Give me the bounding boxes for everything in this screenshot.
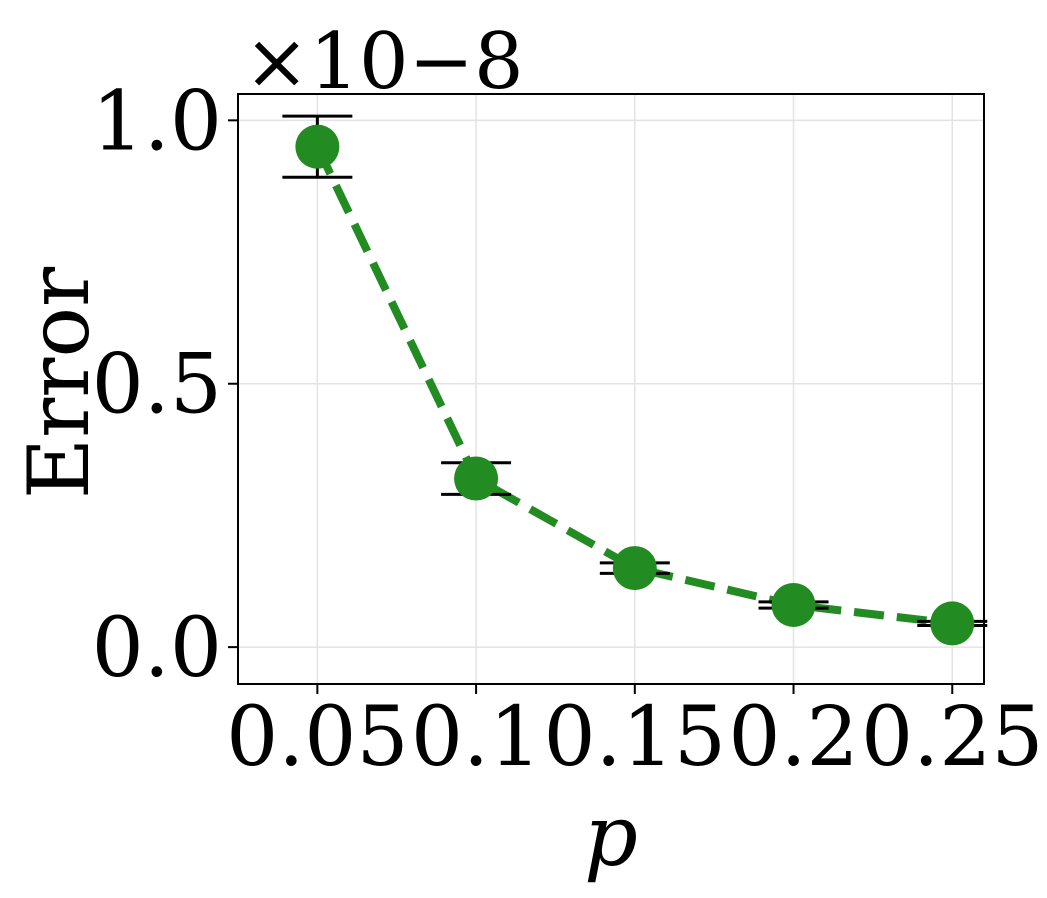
data-point-3 [771,582,816,627]
y-tick-label-2: 1.0 [92,74,222,169]
y-tick-label-0: 0.0 [92,601,222,696]
text-layer: ×10−8 p Error 0.05 0.1 0.15 0.2 0.25 0.0 0.5 1.… [10,17,1044,885]
data-layer [282,114,988,646]
y-tick-label-1: 0.5 [92,338,222,433]
data-point-1 [454,456,499,501]
x-tick-label-2: 0.15 [544,690,727,785]
data-point-2 [612,546,657,591]
plot-frame [237,93,985,685]
x-axis-label: p [584,787,638,885]
grid-layer [238,94,984,684]
data-point-0 [295,124,340,169]
y-offset-label: ×10−8 [244,17,524,107]
frame-layer [228,93,985,694]
y-axis-label: Error [10,266,108,499]
x-tick-label-0: 0.05 [226,690,409,785]
x-tick-label-1: 0.1 [411,690,541,785]
x-tick-label-4: 0.25 [861,690,1044,785]
x-tick-label-3: 0.2 [728,690,858,785]
data-point-4 [930,601,975,646]
